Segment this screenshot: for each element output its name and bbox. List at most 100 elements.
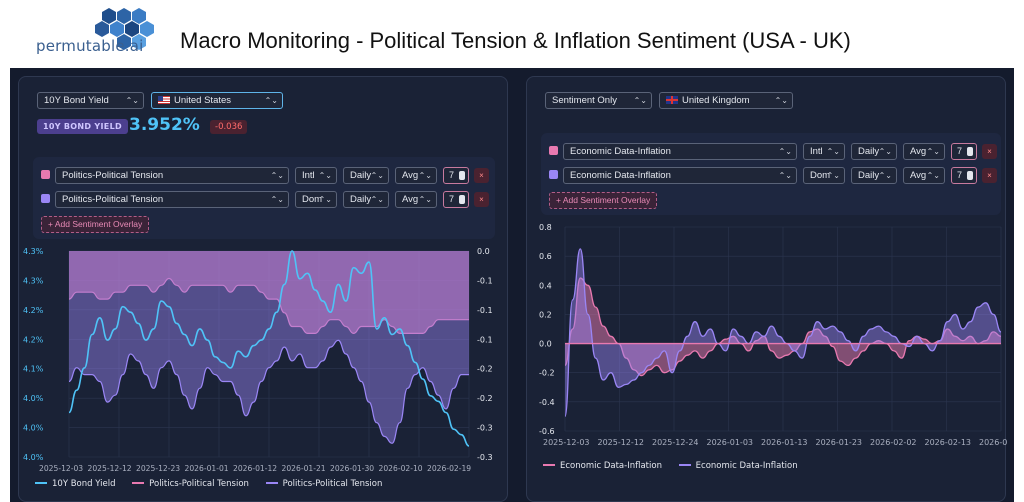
overlay-window-input[interactable]: 7 [951,167,977,184]
overlay-frequency-select[interactable]: Daily ⌃⌄ [851,143,897,160]
overlay-aggregation-select[interactable]: Avg ⌃⌄ [395,167,437,184]
y-right-tick-label: 0.0 [477,247,490,256]
x-tick-label: 2026-01-01 [185,464,229,473]
x-tick-label: 2026-01-21 [282,464,326,473]
series-line-bond-yield [68,250,470,447]
chevron-updown-icon: ⌃⌄ [926,147,940,156]
x-tick-label: 2025-12-03 [39,464,83,473]
legend-item[interactable]: Politics-Political Tension [132,479,249,489]
y-right-tick-label: -0.1 [477,276,493,285]
series-area-inflation-intl [565,278,1001,376]
chevron-updown-icon: ⌃⌄ [878,147,892,156]
overlay-scope-select[interactable]: Intl ⌃⌄ [295,167,337,184]
chevron-updown-icon: ⌃⌄ [826,147,840,156]
x-tick-label: 2025-12-12 [598,438,645,447]
country-select[interactable]: United States ⌃⌄ [151,92,283,109]
chevron-updown-icon: ⌃⌄ [826,171,840,180]
legend-item[interactable]: Economic Data-Inflation [543,461,662,471]
chevron-updown-icon: ⌃⌄ [878,171,892,180]
y-right-tick-label: -0.2 [477,394,493,403]
overlay-scope-select[interactable]: Dom ⌃⌄ [803,167,845,184]
series-line-inflation-intl [564,277,1002,377]
overlay-window-input[interactable]: 7 [951,143,977,160]
overlay-topic-select[interactable]: Politics-Political Tension ⌃⌄ [55,167,289,184]
overlay-window-input[interactable]: 7 [443,167,469,184]
overlay-frequency-value: Daily [350,170,372,181]
overlay-topic-select[interactable]: Economic Data-Inflation ⌃⌄ [563,167,797,184]
legend-label: Politics-Political Tension [149,479,249,489]
chevron-updown-icon: ⌃⌄ [370,195,384,204]
country-select[interactable]: United Kingdom ⌃⌄ [659,92,793,109]
overlay-window-value: 7 [449,170,455,180]
overlay-topic-select[interactable]: Politics-Political Tension ⌃⌄ [55,191,289,208]
overlay-scope-value: Dom [302,194,323,205]
overlay-frequency-select[interactable]: Daily ⌃⌄ [343,191,389,208]
legend-label: 10Y Bond Yield [52,479,116,489]
overlay-scope-select[interactable]: Intl ⌃⌄ [803,143,845,160]
y-left-tick-label: 4.0% [23,453,44,462]
y-tick-label: 0.4 [539,281,552,290]
overlay-scope-select[interactable]: Dom ⌃⌄ [295,191,337,208]
overlay-frequency-select[interactable]: Daily ⌃⌄ [851,167,897,184]
y-tick-label: 0.8 [539,223,552,232]
legend-item[interactable]: Economic Data-Inflation [678,461,798,471]
overlay-frequency-select[interactable]: Daily ⌃⌄ [343,167,389,184]
y-left-tick-label: 4.0% [23,394,44,403]
series-color-swatch [549,146,558,155]
overlay-list: Politics-Political Tension ⌃⌄ Intl ⌃⌄ Dail… [33,157,495,239]
instrument-badge: 10Y BOND YIELD [37,119,128,134]
series-line-inflation-dom [564,248,1002,418]
chevron-updown-icon: ⌃⌄ [926,171,940,180]
remove-overlay-button[interactable]: × [474,192,489,207]
remove-overlay-button[interactable]: × [982,168,997,183]
overlay-aggregation-select[interactable]: Avg ⌃⌄ [903,167,945,184]
legend-item[interactable]: 10Y Bond Yield [35,479,115,489]
add-overlay-button[interactable]: + Add Sentiment Overlay [41,216,150,233]
series-line-politics-dom [68,339,469,444]
market-select[interactable]: 10Y Bond Yield ⌃⌄ [37,92,144,109]
x-tick-label: 2026-01-03 [707,438,754,447]
add-overlay-button[interactable]: + Add Sentiment Overlay [549,192,658,209]
y-right-tick-label: -0.2 [477,365,493,374]
overlay-window-value: 7 [957,146,963,156]
page-header: permutable.ai Macro Monitoring - Politic… [0,0,1024,66]
y-right-tick-label: -0.3 [477,453,493,462]
x-tick-label: 2026-02-10 [379,464,423,473]
legend-line-icon [543,464,555,466]
country-select-value: United Kingdom [682,95,750,106]
stepper-icon[interactable] [967,171,973,180]
stepper-icon[interactable] [459,195,465,204]
y-tick-label: 0.2 [539,310,552,319]
x-tick-label: 2026-01-23 [816,438,863,447]
remove-overlay-button[interactable]: × [474,168,489,183]
stepper-icon[interactable] [967,147,973,156]
overlay-topic-value: Politics-Political Tension [62,194,164,205]
overlay-topic-value: Economic Data-Inflation [570,170,671,181]
chevron-updown-icon: ⌃⌄ [270,195,284,204]
x-tick-label: 2025-12-12 [88,464,132,473]
right-legend: Economic Data-Inflation Economic Data-In… [543,461,798,471]
legend-line-icon [678,464,691,466]
x-tick-label: 2025-12-23 [136,464,180,473]
y-left-tick-label: 4.2% [23,335,44,344]
y-right-tick-label: -0.1 [477,335,493,344]
overlay-aggregation-select[interactable]: Avg ⌃⌄ [395,191,437,208]
overlay-window-input[interactable]: 7 [443,191,469,208]
y-right-tick-label: -0.1 [477,306,493,315]
overlay-topic-select[interactable]: Economic Data-Inflation ⌃⌄ [563,143,797,160]
legend-item[interactable]: Politics-Political Tension [265,479,382,489]
mode-select-value: Sentiment Only [552,95,617,106]
series-color-swatch [41,194,50,203]
mode-select[interactable]: Sentiment Only ⌃⌄ [545,92,652,109]
chevron-updown-icon: ⌃⌄ [774,96,788,105]
y-left-tick-label: 4.0% [23,424,44,433]
remove-overlay-button[interactable]: × [982,144,997,159]
chevron-updown-icon: ⌃⌄ [125,96,139,105]
overlay-aggregation-select[interactable]: Avg ⌃⌄ [903,143,945,160]
stepper-icon[interactable] [459,171,465,180]
uk-flag-icon [666,96,678,104]
y-tick-label: -0.6 [539,427,555,436]
country-select-value: United States [174,95,232,106]
overlay-scope-value: Intl [810,146,823,157]
us-flag-icon [158,96,170,104]
